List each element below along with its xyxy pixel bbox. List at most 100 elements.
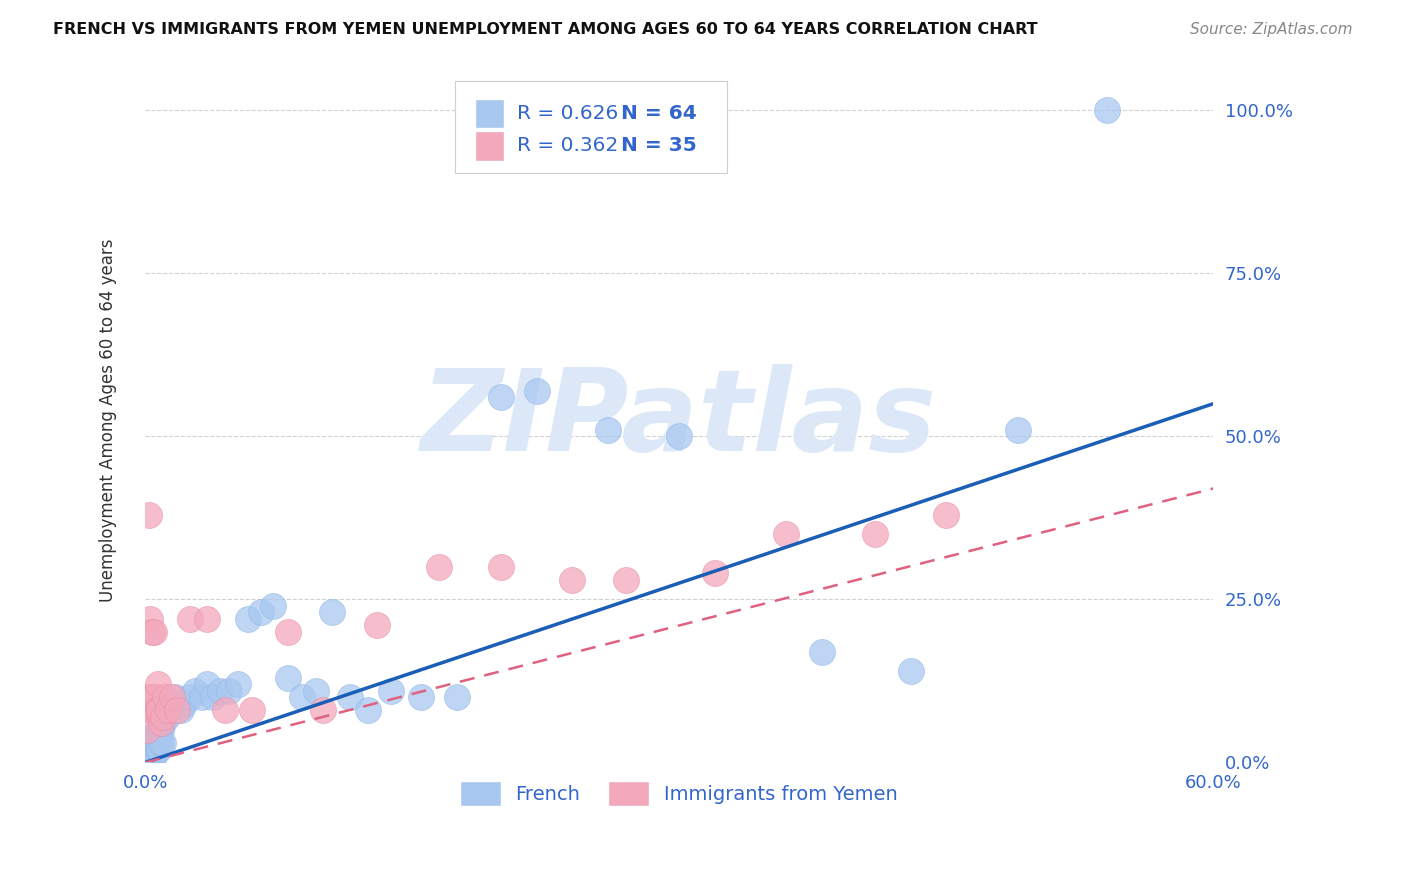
Point (143, 690, 166, 705)
Point (146, 742, 169, 756)
Point (150, 716, 173, 731)
Point (291, 690, 314, 705)
Point (197, 677, 219, 691)
Point (152, 736, 174, 750)
Point (155, 710, 177, 724)
Point (135, 748, 157, 763)
Point (339, 690, 361, 705)
Point (135, 742, 157, 756)
Point (165, 690, 187, 705)
FancyBboxPatch shape (456, 81, 727, 173)
Point (1095, 103, 1118, 117)
Point (173, 697, 195, 711)
Point (262, 599, 284, 613)
Point (226, 677, 249, 691)
Point (143, 730, 166, 744)
Point (1007, 423, 1029, 437)
Text: FRENCH VS IMMIGRANTS FROM YEMEN UNEMPLOYMENT AMONG AGES 60 TO 64 YEARS CORRELATI: FRENCH VS IMMIGRANTS FROM YEMEN UNEMPLOY… (53, 22, 1038, 37)
Y-axis label: Unemployment Among Ages 60 to 64 years: Unemployment Among Ages 60 to 64 years (100, 238, 117, 602)
Point (135, 723, 157, 737)
Point (148, 730, 170, 744)
Point (141, 748, 163, 763)
Point (145, 742, 167, 756)
Point (446, 690, 468, 705)
Point (218, 683, 240, 698)
FancyBboxPatch shape (477, 100, 503, 128)
Point (150, 736, 173, 750)
Point (139, 742, 162, 756)
Point (240, 703, 263, 717)
Text: N = 64: N = 64 (620, 104, 696, 123)
Point (138, 690, 160, 705)
Point (152, 710, 174, 724)
Point (214, 703, 236, 717)
Point (141, 730, 163, 744)
Point (143, 625, 166, 640)
Point (491, 559, 513, 574)
Text: N = 35: N = 35 (620, 136, 696, 155)
Text: R = 0.362: R = 0.362 (517, 136, 619, 155)
Text: ZIPatlas: ZIPatlas (422, 365, 938, 475)
Point (138, 748, 160, 763)
Point (139, 736, 162, 750)
Point (166, 703, 188, 717)
Point (139, 612, 162, 626)
Point (305, 683, 328, 698)
Point (160, 697, 183, 711)
Point (935, 508, 957, 522)
Point (277, 671, 299, 685)
Point (145, 736, 167, 750)
Point (191, 690, 214, 705)
Point (411, 690, 433, 705)
Point (614, 573, 637, 587)
Point (170, 703, 193, 717)
Point (184, 683, 207, 698)
Point (208, 683, 231, 698)
Point (157, 703, 180, 717)
Point (179, 612, 201, 626)
Point (179, 690, 201, 705)
Point (148, 742, 170, 756)
Point (146, 723, 169, 737)
Point (153, 690, 176, 705)
Point (145, 703, 167, 717)
Point (312, 703, 335, 717)
Point (139, 690, 162, 705)
Point (150, 723, 173, 737)
Point (201, 690, 224, 705)
Point (141, 625, 163, 640)
Point (250, 606, 273, 620)
Point (366, 618, 388, 632)
Point (160, 690, 183, 705)
Point (145, 730, 167, 744)
Text: R = 0.626: R = 0.626 (517, 104, 619, 123)
Point (863, 527, 886, 541)
Point (141, 703, 163, 717)
Point (427, 559, 450, 574)
Point (145, 690, 167, 705)
Point (380, 683, 402, 698)
Point (152, 716, 174, 731)
FancyBboxPatch shape (477, 132, 503, 160)
Point (139, 748, 162, 763)
Point (148, 703, 170, 717)
Point (321, 606, 343, 620)
Point (238, 612, 260, 626)
Point (146, 703, 169, 717)
Point (277, 625, 299, 640)
Legend: French, Immigrants from Yemen: French, Immigrants from Yemen (451, 772, 907, 814)
Point (138, 748, 160, 763)
Point (491, 390, 513, 404)
Point (143, 736, 166, 750)
Point (596, 423, 619, 437)
Point (810, 644, 832, 658)
Point (141, 736, 163, 750)
Point (138, 736, 160, 750)
Point (139, 742, 162, 756)
Point (146, 736, 169, 750)
Point (143, 742, 166, 756)
Point (138, 508, 160, 522)
Point (561, 573, 583, 587)
Text: Source: ZipAtlas.com: Source: ZipAtlas.com (1189, 22, 1353, 37)
Point (357, 703, 380, 717)
